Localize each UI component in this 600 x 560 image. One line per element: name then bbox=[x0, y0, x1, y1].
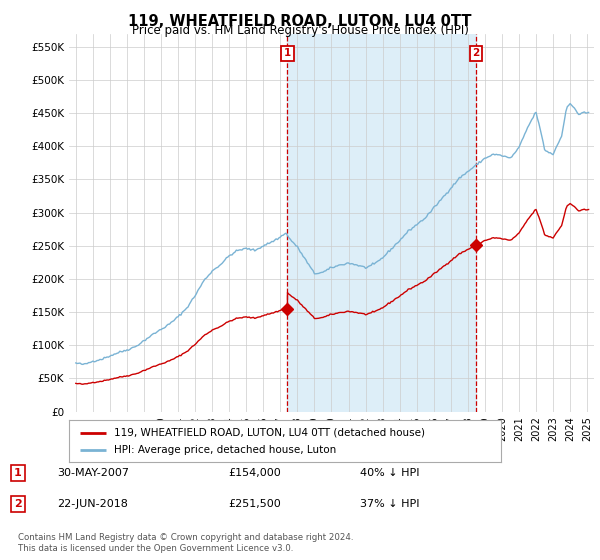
Text: 37% ↓ HPI: 37% ↓ HPI bbox=[360, 499, 419, 509]
Text: 1: 1 bbox=[14, 468, 22, 478]
Text: Price paid vs. HM Land Registry's House Price Index (HPI): Price paid vs. HM Land Registry's House … bbox=[131, 24, 469, 37]
Text: 22-JUN-2018: 22-JUN-2018 bbox=[57, 499, 128, 509]
Text: £154,000: £154,000 bbox=[228, 468, 281, 478]
Text: 119, WHEATFIELD ROAD, LUTON, LU4 0TT: 119, WHEATFIELD ROAD, LUTON, LU4 0TT bbox=[128, 14, 472, 29]
Text: HPI: Average price, detached house, Luton: HPI: Average price, detached house, Luto… bbox=[115, 445, 337, 455]
Text: Contains HM Land Registry data © Crown copyright and database right 2024.
This d: Contains HM Land Registry data © Crown c… bbox=[18, 533, 353, 553]
Text: 40% ↓ HPI: 40% ↓ HPI bbox=[360, 468, 419, 478]
Text: 1: 1 bbox=[284, 49, 291, 58]
Text: 2: 2 bbox=[472, 49, 479, 58]
Text: 119, WHEATFIELD ROAD, LUTON, LU4 0TT (detached house): 119, WHEATFIELD ROAD, LUTON, LU4 0TT (de… bbox=[115, 428, 425, 437]
Bar bbox=[287, 34, 476, 412]
Text: 2: 2 bbox=[14, 499, 22, 509]
Text: 30-MAY-2007: 30-MAY-2007 bbox=[57, 468, 129, 478]
Text: £251,500: £251,500 bbox=[228, 499, 281, 509]
